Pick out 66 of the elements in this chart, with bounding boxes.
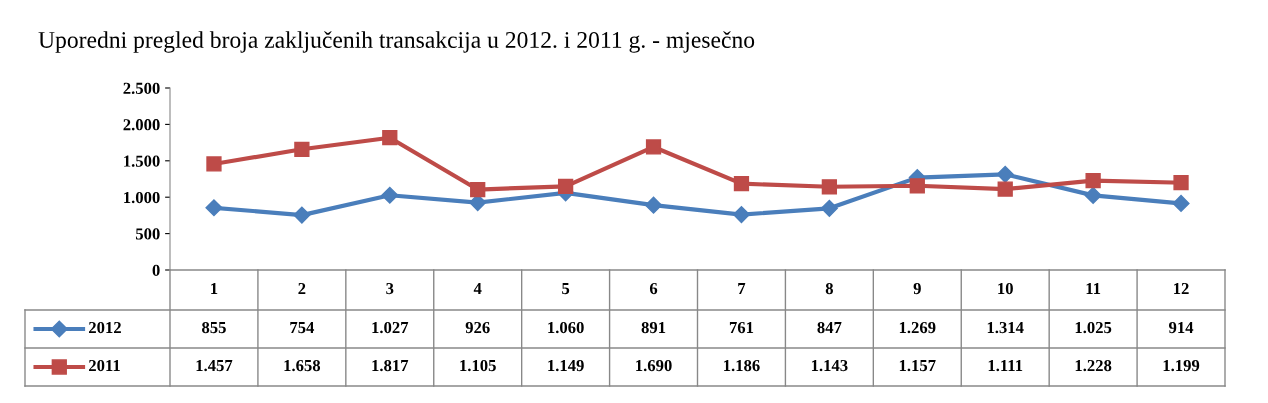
x-tick-label: 7	[738, 283, 746, 295]
x-tick-label: 5	[562, 283, 570, 295]
data-label: 914	[1169, 321, 1194, 334]
data-label: 1.269	[899, 321, 936, 334]
data-label: 1.817	[372, 359, 409, 372]
y-tick-label: 1.500	[124, 155, 160, 167]
point	[1173, 175, 1189, 191]
data-label: 847	[817, 321, 842, 334]
x-tick-label: 12	[1174, 282, 1189, 295]
point	[470, 181, 486, 198]
point	[820, 199, 838, 217]
data-label: 1.025	[1075, 321, 1112, 334]
y-tick-label: 500	[135, 228, 160, 240]
point	[1172, 194, 1190, 213]
data-label: 1.027	[372, 321, 409, 334]
y-tick-label: 2.500	[123, 82, 160, 95]
x-tick-label: 10	[998, 282, 1013, 295]
data-label: 926	[465, 321, 490, 334]
point	[821, 179, 838, 195]
data-label: 1.457	[196, 360, 233, 372]
data-label: 1.228	[1075, 359, 1112, 372]
point	[644, 196, 663, 214]
data-label: 1.157	[899, 360, 936, 372]
point	[732, 206, 751, 224]
point	[206, 156, 222, 172]
point	[1084, 186, 1102, 204]
y-tick-label: 1.000	[124, 191, 160, 204]
point	[381, 186, 399, 204]
point	[997, 181, 1013, 197]
chart-title: Uporedni pregled broja zaključenih transakcija u 2012. i 2011 g. - mjesečno	[38, 31, 755, 53]
x-tick-label: 6	[649, 282, 658, 295]
point	[733, 176, 750, 192]
x-tick-label: 1	[211, 283, 218, 295]
data-label: 1.314	[987, 321, 1024, 334]
data-label: 754	[290, 322, 315, 334]
point	[205, 199, 223, 217]
x-tick-label: 4	[473, 283, 482, 295]
data-label: 855	[202, 321, 226, 334]
data-label: 1.186	[724, 359, 760, 372]
point	[557, 178, 574, 194]
x-tick-label: 11	[1086, 283, 1101, 295]
data-label: 1.658	[284, 359, 321, 372]
y-tick-label: 2.000	[123, 119, 160, 131]
x-tick-label: 9	[913, 282, 921, 295]
x-tick-label: 2	[298, 282, 306, 295]
point	[382, 130, 398, 146]
x-tick-label: 3	[386, 282, 394, 295]
data-label: 1.111	[988, 360, 1023, 372]
data-label: 1.690	[636, 359, 672, 372]
point	[909, 178, 925, 194]
x-tick-label: 8	[825, 282, 833, 295]
legend-label: 2011	[89, 359, 120, 372]
point	[293, 206, 311, 224]
point	[996, 165, 1014, 183]
data-label: 1.060	[548, 321, 584, 334]
data-label: 1.105	[460, 359, 496, 372]
data-label: 1.199	[1163, 359, 1200, 372]
data-label: 1.149	[548, 359, 584, 372]
point	[645, 139, 662, 155]
data-label: 761	[729, 321, 754, 334]
data-label: 891	[641, 321, 666, 334]
point	[294, 141, 310, 157]
point	[1085, 172, 1101, 189]
data-label: 1.143	[811, 359, 848, 372]
y-tick-label: 0	[152, 264, 160, 276]
legend-label: 2012	[89, 321, 121, 334]
